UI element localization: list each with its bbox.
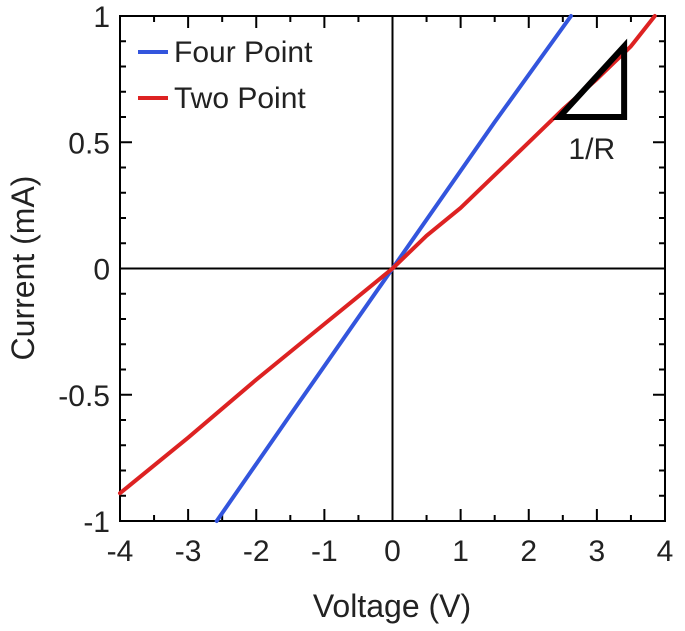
y-tick-label: 1 [93, 1, 110, 34]
slope-label: 1/R [568, 133, 615, 166]
legend-label-two-point: Two Point [174, 82, 306, 115]
legend-label-four-point: Four Point [174, 36, 313, 69]
x-tick-label: 0 [384, 535, 401, 568]
x-axis-title: Voltage (V) [313, 588, 471, 624]
x-tick-label: -4 [107, 535, 134, 568]
x-tick-label: 3 [589, 535, 606, 568]
x-tick-label: -1 [311, 535, 338, 568]
y-tick-label: -0.5 [58, 380, 110, 413]
y-tick-label: -1 [83, 506, 110, 539]
legend: Four Point Two Point [138, 36, 313, 115]
x-tick-label: 1 [452, 535, 469, 568]
x-tick-label: -2 [243, 535, 270, 568]
slope-triangle [552, 38, 628, 120]
x-axis-ticks: -4 -3 -2 -1 0 1 2 3 4 [107, 16, 674, 568]
y-axis-ticks: -1 -0.5 0 0.5 1 [58, 1, 665, 539]
x-tick-label: 2 [520, 535, 537, 568]
y-axis-title: Current (mA) [5, 176, 41, 361]
x-tick-label: 4 [657, 535, 674, 568]
y-tick-label: 0.5 [68, 127, 110, 160]
x-tick-label: -3 [175, 535, 202, 568]
slope-annotation: 1/R [552, 38, 628, 166]
y-tick-label: 0 [93, 254, 110, 287]
